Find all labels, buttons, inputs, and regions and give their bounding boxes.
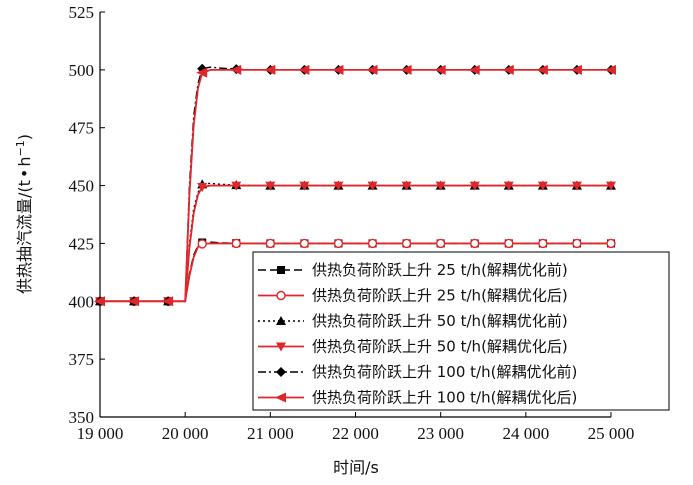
- legend-item: 供热负荷阶跃上升 100 t/h(解耦优化前): [258, 363, 577, 381]
- data-point: [162, 296, 174, 307]
- data-point: [333, 181, 344, 191]
- data-point: [470, 238, 480, 249]
- data-point: [606, 238, 616, 249]
- data-point: [538, 238, 548, 249]
- series-line: [100, 68, 611, 303]
- legend-label: 供热负荷阶跃上升 100 t/h(解耦优化前): [312, 363, 577, 381]
- y-tick-label: 425: [69, 234, 95, 253]
- x-tick-label: 21 000: [247, 424, 294, 443]
- legend-item: 供热负荷阶跃上升 50 t/h(解耦优化后): [258, 338, 568, 356]
- data-point: [435, 181, 446, 191]
- legend-box: [252, 251, 670, 411]
- data-point: [605, 64, 616, 75]
- data-point: [367, 238, 378, 249]
- x-tick-label: 19 000: [77, 424, 124, 443]
- x-tick-label: 22 000: [332, 424, 379, 443]
- legend-label: 供热负荷阶跃上升 50 t/h(解耦优化前): [312, 312, 568, 330]
- legend-label: 供热负荷阶跃上升 25 t/h(解耦优化前): [312, 261, 568, 279]
- x-tick-label: 20 000: [162, 424, 209, 443]
- data-point: [502, 64, 514, 75]
- data-point: [277, 266, 285, 274]
- data-point: [299, 181, 310, 191]
- data-point: [276, 367, 286, 377]
- series-6: [94, 64, 616, 307]
- series-line: [100, 184, 611, 303]
- data-point: [197, 182, 208, 192]
- legend-item: 供热负荷阶跃上升 50 t/h(解耦优化前): [258, 312, 568, 330]
- data-point: [571, 181, 582, 191]
- data-point: [606, 181, 616, 191]
- y-tick-label: 400: [69, 292, 95, 311]
- legend-label: 供热负荷阶跃上升 25 t/h(解耦优化后): [312, 287, 568, 305]
- y-tick-label: 500: [69, 61, 95, 80]
- data-point: [570, 64, 582, 75]
- data-point: [367, 181, 378, 191]
- x-tick-label: 24 000: [502, 424, 549, 443]
- x-tick-label: 23 000: [417, 424, 464, 443]
- y-tick-label: 525: [69, 3, 95, 22]
- data-point: [128, 296, 140, 307]
- series-4: [95, 181, 616, 307]
- legend-item: 供热负荷阶跃上升 100 t/h(解耦优化后): [258, 389, 577, 407]
- data-point: [299, 238, 310, 249]
- data-point: [196, 67, 208, 78]
- data-point: [276, 342, 286, 352]
- data-point: [276, 316, 286, 325]
- data-point: [264, 64, 276, 75]
- data-point: [231, 238, 241, 249]
- data-point: [400, 64, 412, 75]
- data-point: [265, 238, 276, 249]
- y-tick-label: 350: [69, 408, 95, 427]
- data-point: [298, 64, 310, 75]
- data-point: [333, 238, 344, 249]
- data-point: [572, 238, 582, 249]
- y-tick-label: 450: [69, 177, 95, 196]
- data-point: [265, 181, 276, 191]
- y-tick-label: 375: [69, 350, 95, 369]
- series-layer: [94, 63, 616, 307]
- legend-item: 供热负荷阶跃上升 25 t/h(解耦优化前): [258, 261, 568, 279]
- data-point: [536, 64, 548, 75]
- y-axis-title: 供热抽汽流量/(t•h−1): [14, 134, 34, 294]
- data-point: [332, 64, 344, 75]
- data-point: [197, 239, 207, 249]
- x-tick-label: 25 000: [588, 424, 635, 443]
- data-point: [230, 64, 242, 75]
- data-point: [537, 181, 548, 191]
- data-point: [434, 64, 446, 75]
- axis-ticks: 19 000 20 000 21 000 22 000 23 000 24 000 25 0…: [69, 3, 635, 443]
- data-point: [469, 181, 480, 191]
- legend: 供热负荷阶跃上升 25 t/h(解耦优化前) 供热负荷阶跃上升 25 t/h(解耦…: [252, 251, 670, 411]
- series-line: [100, 242, 611, 303]
- data-point: [231, 181, 242, 191]
- legend-item: 供热负荷阶跃上升 25 t/h(解耦优化后): [258, 287, 568, 305]
- x-axis-title: 时间/s: [333, 458, 379, 477]
- data-point: [275, 392, 286, 403]
- data-point: [503, 181, 514, 191]
- data-point: [276, 290, 286, 301]
- legend-label: 供热负荷阶跃上升 100 t/h(解耦优化后): [312, 389, 577, 407]
- data-point: [504, 238, 514, 249]
- data-point: [94, 296, 105, 307]
- data-point: [468, 64, 480, 75]
- data-point: [435, 238, 446, 249]
- data-point: [366, 64, 378, 75]
- y-tick-label: 475: [69, 119, 95, 138]
- data-point: [401, 238, 412, 249]
- legend-items: 供热负荷阶跃上升 25 t/h(解耦优化前) 供热负荷阶跃上升 25 t/h(解耦…: [258, 261, 577, 407]
- data-point: [401, 181, 412, 191]
- legend-label: 供热负荷阶跃上升 50 t/h(解耦优化后): [312, 338, 568, 356]
